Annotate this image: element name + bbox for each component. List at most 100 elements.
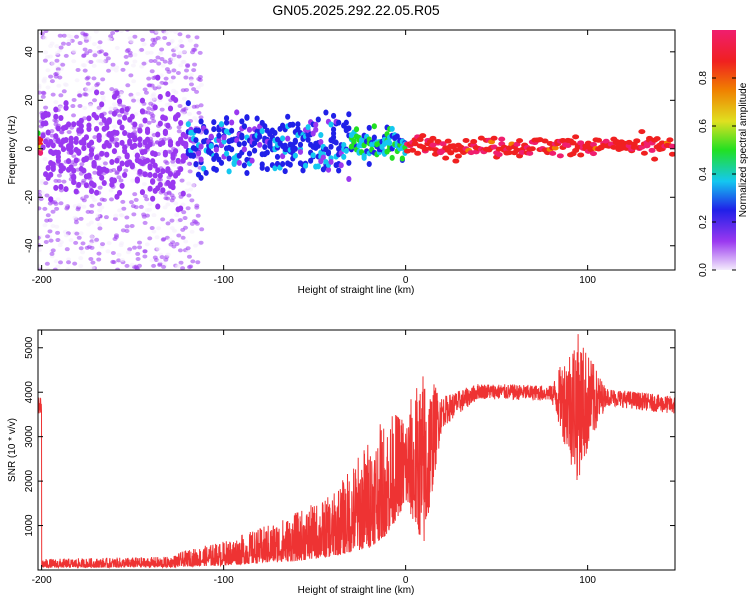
spectrogram-cell — [114, 65, 120, 70]
spectrogram-cell — [526, 150, 534, 156]
spectrogram-cell — [170, 184, 176, 191]
spectrogram-cell — [297, 148, 304, 155]
spectrogram-cell — [38, 130, 41, 137]
spectrogram-cell — [106, 142, 112, 149]
spectrogram-y-tick-label: -40 — [24, 238, 35, 253]
spectrogram-cell — [267, 141, 273, 148]
spectrogram-cell — [199, 227, 205, 232]
spectrogram-cell — [124, 224, 130, 229]
spectrogram-cell — [72, 261, 78, 266]
spectrogram-cell — [117, 113, 123, 118]
spectrogram-cell — [341, 141, 347, 148]
spectrogram-cell — [152, 255, 158, 260]
spectrogram-cell — [194, 205, 200, 210]
spectrogram-cell — [595, 137, 603, 143]
spectrogram-cell — [71, 179, 77, 186]
spectrogram-cell — [194, 35, 200, 40]
spectrogram-cell — [163, 30, 169, 35]
spectrogram-cell — [84, 245, 90, 250]
spectrogram-cell — [157, 172, 163, 179]
spectrogram-cell — [49, 111, 55, 116]
spectrogram-cell — [66, 260, 72, 265]
spectrogram-cell — [366, 160, 372, 167]
spectrogram-cell — [195, 127, 202, 134]
spectrogram-cell — [79, 162, 85, 167]
spectrogram-cell — [185, 100, 191, 107]
spectrogram-cell — [109, 158, 115, 165]
spectrogram-cell — [50, 142, 56, 149]
spectrogram-cell — [125, 250, 131, 255]
spectrogram-cell — [38, 263, 42, 268]
spectrogram-cell — [177, 51, 183, 56]
spectrogram-cell — [147, 185, 153, 192]
spectrogram-cell — [187, 169, 193, 174]
snr-x-tick-label: -100 — [214, 575, 234, 586]
spectrogram-cell — [305, 136, 311, 143]
spectrogram-cell — [177, 248, 183, 253]
spectrogram-cell — [146, 106, 152, 111]
spectrogram-cell — [171, 228, 177, 233]
spectrogram-cell — [104, 124, 110, 131]
spectrogram-cell — [38, 197, 44, 202]
spectrogram-cell — [45, 129, 51, 136]
spectrogram-cell — [132, 142, 138, 149]
spectrogram-cell — [171, 244, 177, 249]
spectrogram-cell — [43, 181, 49, 186]
spectrogram-cell — [341, 153, 347, 160]
spectrogram-cell — [110, 251, 116, 256]
spectrogram-cell — [127, 36, 133, 41]
spectrogram-cell — [90, 260, 96, 265]
spectrogram-cell — [97, 185, 103, 190]
spectrogram-cell — [178, 39, 184, 44]
spectrogram-cell — [648, 147, 656, 153]
spectrogram-cell — [292, 145, 298, 152]
spectrogram-cell — [330, 130, 337, 137]
spectrogram-cell — [161, 264, 167, 269]
spectrogram-cell — [155, 74, 161, 81]
spectrogram-cell — [100, 95, 106, 100]
snr-y-tick-label: 5000 — [24, 336, 35, 359]
spectrogram-cell — [112, 216, 118, 221]
spectrogram-cell — [110, 30, 116, 35]
spectrogram-cell — [193, 137, 199, 144]
spectrogram-cell — [211, 119, 217, 126]
spectrogram-y-tick-label: 0 — [24, 146, 35, 152]
spectrogram-cell — [88, 139, 95, 146]
spectrogram-cell — [549, 150, 557, 156]
spectrogram-cell — [137, 141, 143, 148]
spectrogram-cell — [81, 53, 87, 58]
spectrogram-cell — [178, 63, 184, 68]
spectrogram-cell — [119, 182, 125, 189]
spectrogram-cell — [264, 149, 270, 156]
spectrogram-cell — [160, 168, 166, 175]
spectrogram-cell — [123, 111, 129, 116]
spectrogram-cell — [92, 53, 98, 58]
spectrogram-cell — [73, 188, 79, 195]
spectrogram-cell — [633, 138, 641, 144]
spectrogram-cell — [53, 72, 59, 77]
spectrogram-cell — [176, 233, 182, 238]
spectrogram-cell — [86, 115, 92, 122]
spectrogram-cell — [119, 241, 125, 246]
spectrogram-cell — [43, 30, 49, 34]
spectrogram-cell — [119, 107, 125, 114]
spectrogram-cell — [336, 119, 342, 126]
spectrogram-cell — [155, 203, 161, 210]
spectrogram-cell — [177, 218, 183, 223]
spectrogram-cell — [116, 165, 123, 172]
spectrogram-cell — [158, 51, 164, 56]
spectrogram-cell — [323, 109, 329, 116]
spectrogram-cell — [114, 129, 120, 136]
spectrogram-cell — [280, 135, 286, 142]
spectrogram-cell — [60, 62, 66, 67]
spectrogram-cell — [100, 135, 106, 140]
spectrogram-cell — [166, 41, 172, 46]
spectrogram-cell — [128, 200, 134, 205]
spectrogram-cell — [102, 161, 108, 166]
spectrogram-cell — [92, 42, 98, 47]
spectrogram-cell — [155, 55, 161, 60]
spectrogram-cell — [71, 121, 77, 128]
spectrogram-cell — [47, 229, 53, 234]
spectrogram-cell — [300, 167, 306, 174]
spectrogram-cell — [132, 192, 138, 197]
